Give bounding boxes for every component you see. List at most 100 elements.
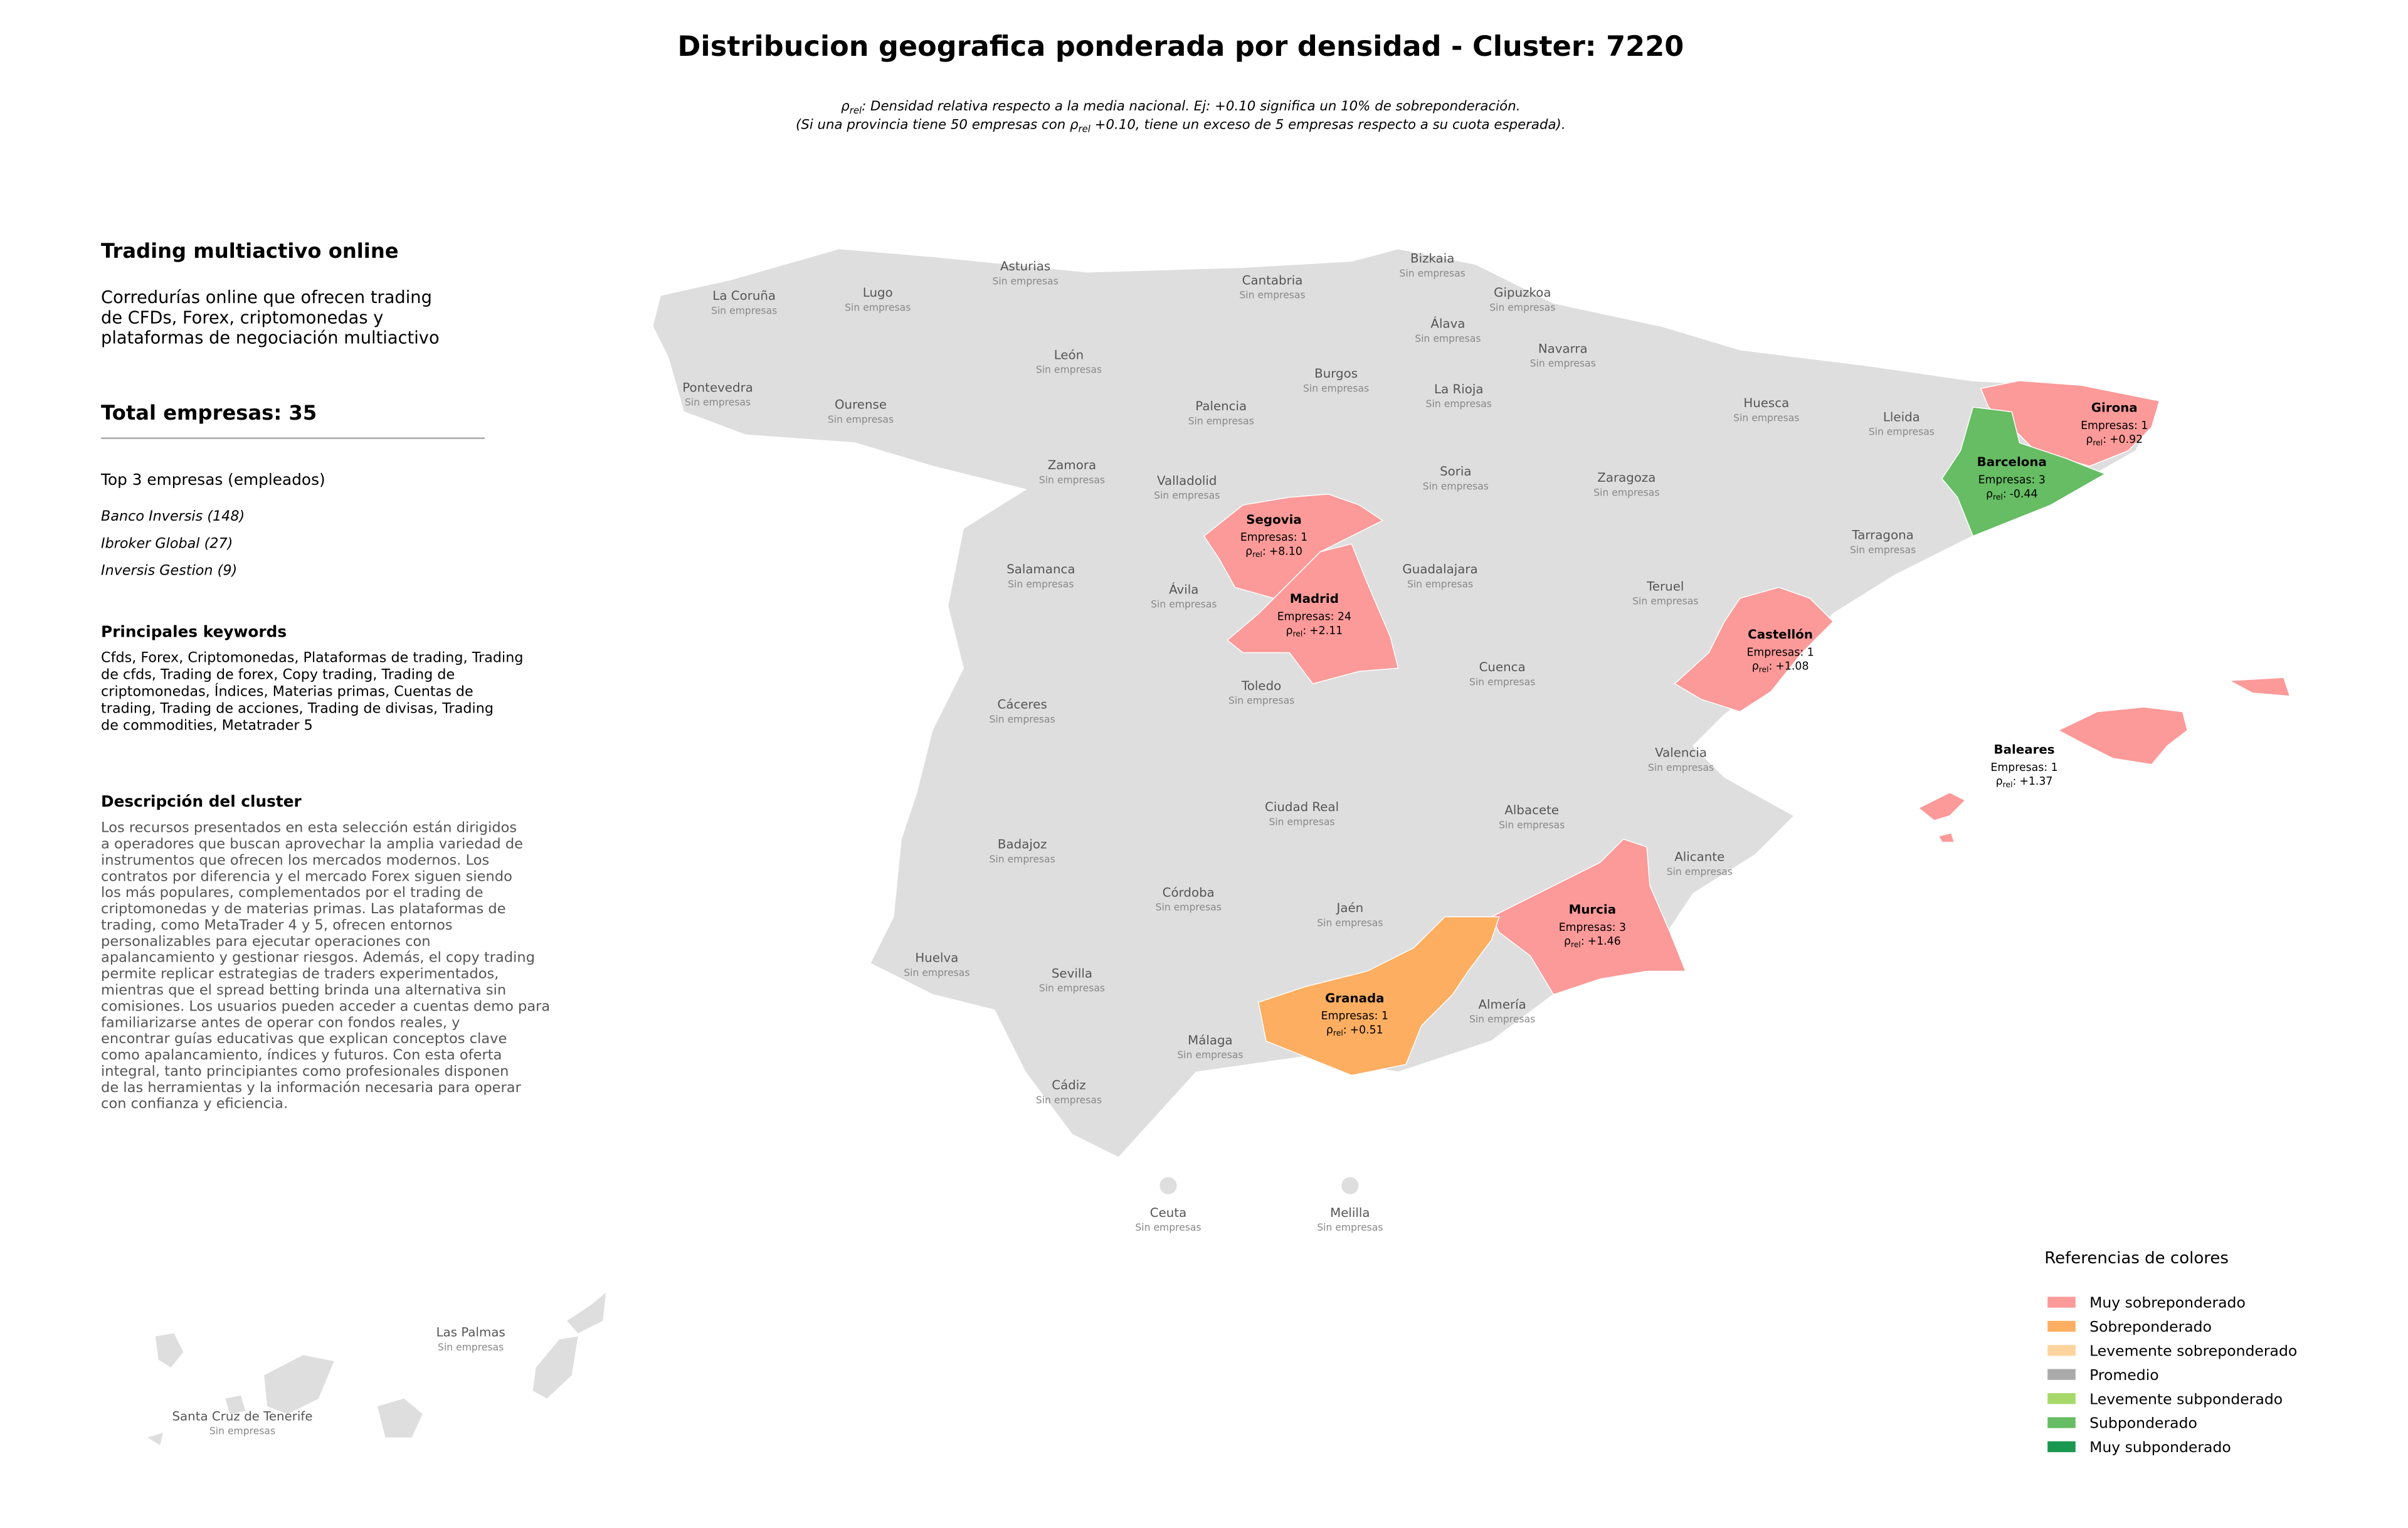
province-name: Toledo <box>1241 679 1281 693</box>
rho-symbol: ρ <box>1326 1024 1333 1036</box>
province-name: Santa Cruz de Tenerife <box>172 1409 312 1423</box>
province-name: Palencia <box>1195 399 1247 413</box>
province-status: Sin empresas <box>828 414 894 425</box>
description-line: como apalancamiento, índices y futuros. … <box>101 1047 502 1063</box>
description-line: criptomonedas y de materias primas. Las … <box>101 901 506 917</box>
province-rho: ρrel: -0.44 <box>1986 488 2038 502</box>
province-name: Girona <box>2091 401 2138 415</box>
rho-subscript: rel <box>2093 438 2103 447</box>
province-name: Alicante <box>1674 849 1724 864</box>
province-name: Jaén <box>1336 901 1364 915</box>
description-line: con confianza y eficiencia. <box>101 1096 288 1112</box>
province-name: Ceuta <box>1150 1206 1186 1220</box>
keywords-line: criptomonedas, Índices, Materias primas,… <box>101 682 473 699</box>
province-name: Guadalajara <box>1402 562 1477 576</box>
province-name: Cuenca <box>1479 660 1526 674</box>
province-name: Valladolid <box>1157 474 1217 488</box>
province-name: Ávila <box>1169 582 1198 597</box>
province-name: Soria <box>1440 464 1471 479</box>
subtitle-symbol: ρ <box>841 98 850 114</box>
subtitle-text: +0.10, tiene un exceso de 5 empresas res… <box>1090 117 1566 133</box>
rho-value: +1.37 <box>2019 775 2052 788</box>
rho-value: +1.46 <box>1588 935 1621 948</box>
rho-separator: : <box>1302 625 1306 637</box>
description-line: instrumentos que ofrecen los mercados mo… <box>101 852 489 868</box>
province-status: Sin empresas <box>711 305 777 316</box>
province-companies: Empresas: 1 <box>1746 646 1814 659</box>
rho-symbol: ρ <box>1564 935 1571 948</box>
rho-separator: : <box>1769 661 1773 673</box>
description-line: mientras que el spread betting brinda un… <box>101 982 506 999</box>
description-line: de las herramientas y la información nec… <box>101 1080 522 1096</box>
province-name: Valencia <box>1655 745 1707 760</box>
subtitle-text: (Si una provincia tiene 50 empresas con … <box>796 117 1079 133</box>
province-name: Álava <box>1430 317 1465 331</box>
description-line: trading, como MetaTrader 4 y 5, ofrecen … <box>101 917 453 933</box>
legend-label: Subponderado <box>2089 1414 2197 1432</box>
province-name: Huelva <box>915 950 958 965</box>
rho-symbol: ρ <box>1986 488 1993 501</box>
province-name: Almería <box>1479 997 1526 1012</box>
province-status: Sin empresas <box>992 275 1058 287</box>
province-companies: Empresas: 1 <box>1240 531 1307 544</box>
island <box>532 1336 578 1399</box>
province-status: Sin empresas <box>1423 480 1489 492</box>
cluster-name: Trading multiactivo online <box>101 239 399 263</box>
province-status: Sin empresas <box>1407 578 1473 590</box>
island <box>147 1433 164 1445</box>
province-name: Huesca <box>1743 396 1789 410</box>
province-status: Sin empresas <box>1317 1222 1383 1233</box>
summary-line: de CFDs, Forex, criptomonedas y <box>101 308 383 327</box>
province-status: Sin empresas <box>845 302 911 313</box>
rho-separator: : <box>2003 488 2007 501</box>
province-shape <box>1203 494 1384 599</box>
legend-swatch <box>2047 1441 2076 1453</box>
description-line: a operadores que buscan aprovechar la am… <box>101 836 523 852</box>
rho-symbol: ρ <box>1752 661 1759 673</box>
province-name: Cáceres <box>998 698 1047 712</box>
province-status: Sin empresas <box>1317 918 1383 929</box>
peninsula <box>652 248 2161 1159</box>
province-status: Sin empresas <box>1850 544 1916 556</box>
legend-swatch <box>2047 1320 2076 1332</box>
rho-value: +8.10 <box>1269 545 1302 558</box>
legend-label: Muy subponderado <box>2089 1438 2231 1456</box>
province-status: Sin empresas <box>1135 1222 1201 1233</box>
province-name: Albacete <box>1504 803 1559 817</box>
rho-symbol: ρ <box>1996 775 2003 788</box>
province-name: Granada <box>1325 991 1384 1005</box>
province-name: León <box>1054 348 1084 362</box>
rho-separator: : <box>1262 545 1266 558</box>
province-status: Sin empresas <box>1499 819 1565 830</box>
province-rho: ρrel: +2.11 <box>1286 625 1343 639</box>
province-name: Bizkaia <box>1410 252 1454 266</box>
summary-line: plataformas de negociación multiactivo <box>101 328 440 348</box>
description-line: comisiones. Los usuarios pueden acceder … <box>101 998 550 1014</box>
province-name: Lugo <box>863 285 893 300</box>
province-name: Navarra <box>1538 341 1588 356</box>
province-companies: Empresas: 1 <box>2081 420 2148 432</box>
province-name: La Rioja <box>1434 382 1483 396</box>
province-companies: Empresas: 3 <box>1978 474 2046 486</box>
province-status: Sin empresas <box>1039 474 1105 485</box>
province-status: Sin empresas <box>1632 596 1698 607</box>
top-company: Banco Inversis (148) <box>101 508 245 524</box>
province-status: Sin empresas <box>1039 983 1105 994</box>
island <box>225 1395 246 1414</box>
description-line: familiarizarse antes de operar con fondo… <box>101 1014 460 1031</box>
province-name: Madrid <box>1290 592 1339 606</box>
province-status: Sin empresas <box>1530 358 1596 369</box>
summary-line: Corredurías online que ofrecen trading <box>101 288 432 307</box>
province-rho: ρrel: +1.08 <box>1752 661 1809 674</box>
province-status: Sin empresas <box>904 967 969 979</box>
legend-label: Sobreponderado <box>2089 1318 2212 1335</box>
legend: Referencias de colores Muy sobreponderad… <box>2044 1249 2297 1456</box>
rho-subscript: rel <box>2003 780 2013 789</box>
province-name: Zaragoza <box>1597 470 1656 485</box>
province-shape <box>1491 838 1687 995</box>
province-name: Salamanca <box>1006 562 1075 576</box>
legend-label: Levemente subponderado <box>2089 1390 2283 1408</box>
subtitle-line: ρrel: Densidad relativa respecto a la me… <box>841 98 1520 116</box>
rho-value: +1.08 <box>1775 661 1809 673</box>
